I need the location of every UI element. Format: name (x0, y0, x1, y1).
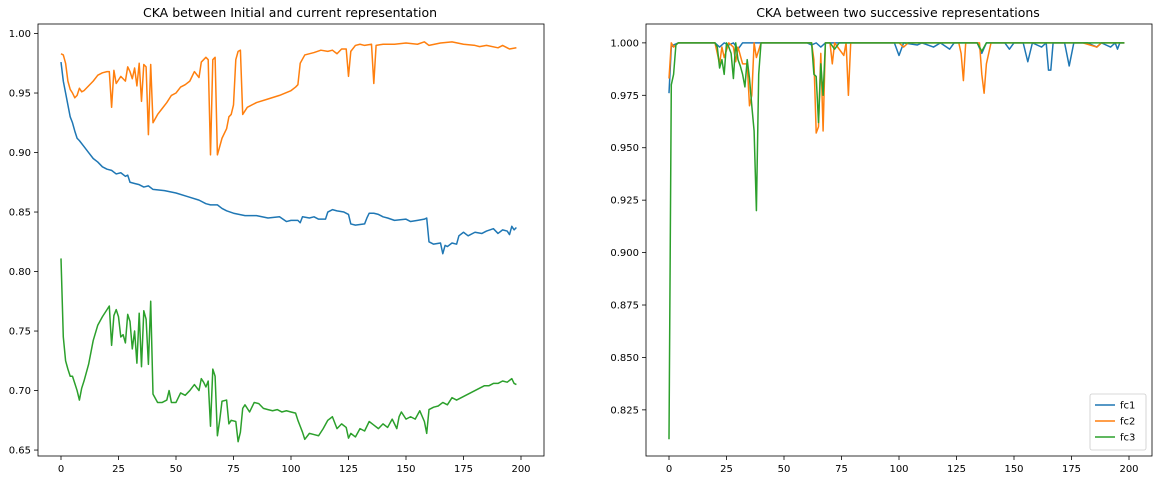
left-chart-series (60, 41, 517, 443)
left-x-tick-label: 75 (227, 464, 240, 475)
right-y-tick-label: 0.875 (610, 301, 639, 312)
left-x-tick-label: 200 (511, 464, 530, 475)
left-y-tick-label: 0.85 (9, 208, 31, 219)
legend-label-fc2: fc2 (1120, 417, 1135, 428)
right-y-tick-label: 0.975 (610, 91, 639, 102)
right-chart: CKA between two successive representatio… (610, 5, 1153, 475)
right-chart-title: CKA between two successive representatio… (756, 5, 1040, 20)
right-y-tick-label: 0.825 (610, 405, 639, 416)
right-x-tick-label: 150 (1004, 464, 1023, 475)
right-x-tick-label: 50 (778, 464, 791, 475)
left-x-tick-label: 25 (112, 464, 125, 475)
right-x-tick-label: 125 (947, 464, 966, 475)
right-y-tick-label: 1.000 (610, 38, 639, 49)
left-x-tick-label: 175 (454, 464, 473, 475)
legend-label-fc1: fc1 (1120, 401, 1135, 412)
left-series-line-line-1 (60, 61, 517, 255)
left-y-tick-label: 1.00 (9, 29, 31, 40)
right-chart-series (668, 42, 1125, 440)
right-chart-legend: fc1 fc2 fc3 (1089, 393, 1147, 451)
left-y-tick-label: 0.65 (9, 446, 31, 457)
right-x-tick-label: 25 (720, 464, 733, 475)
left-series-line-line-3 (60, 258, 517, 443)
right-x-tick-label: 100 (889, 464, 908, 475)
legend-label-fc3: fc3 (1120, 433, 1135, 444)
left-x-tick-label: 150 (396, 464, 415, 475)
left-x-tick-label: 125 (339, 464, 358, 475)
right-series-line-fc1 (668, 42, 1125, 94)
left-series-line-line-2 (60, 41, 517, 156)
left-chart: CKA between Initial and current represen… (9, 5, 545, 475)
right-x-tick-label: 200 (1119, 464, 1138, 475)
right-y-tick-label: 0.950 (610, 143, 639, 154)
left-x-tick-label: 0 (58, 464, 64, 475)
left-y-tick-label: 0.90 (9, 148, 31, 159)
left-x-tick-label: 50 (170, 464, 183, 475)
left-chart-title: CKA between Initial and current represen… (143, 5, 437, 20)
left-y-tick-label: 0.70 (9, 386, 31, 397)
right-x-tick-label: 0 (666, 464, 672, 475)
legend-box (1089, 393, 1147, 451)
left-y-tick-label: 0.80 (9, 267, 31, 278)
right-y-tick-label: 0.925 (610, 196, 639, 207)
left-chart-x-ticks: 0 25 50 75 100 125 150 175 200 (58, 456, 531, 475)
left-y-tick-label: 0.75 (9, 327, 31, 338)
right-chart-x-ticks: 0 25 50 75 100 125 150 175 200 (666, 456, 1139, 475)
right-chart-y-ticks: 0.825 0.850 0.875 0.900 0.925 0.950 0.975 1.000 (610, 38, 646, 416)
right-y-tick-label: 0.850 (610, 353, 639, 364)
right-x-tick-label: 175 (1062, 464, 1081, 475)
right-y-tick-label: 0.900 (610, 248, 639, 259)
right-x-tick-label: 75 (835, 464, 848, 475)
left-x-tick-label: 100 (281, 464, 300, 475)
left-chart-y-ticks: 0.65 0.70 0.75 0.80 0.85 0.90 0.95 1.00 (9, 29, 38, 457)
left-y-tick-label: 0.95 (9, 89, 31, 100)
right-series-line-fc3 (668, 42, 1125, 440)
